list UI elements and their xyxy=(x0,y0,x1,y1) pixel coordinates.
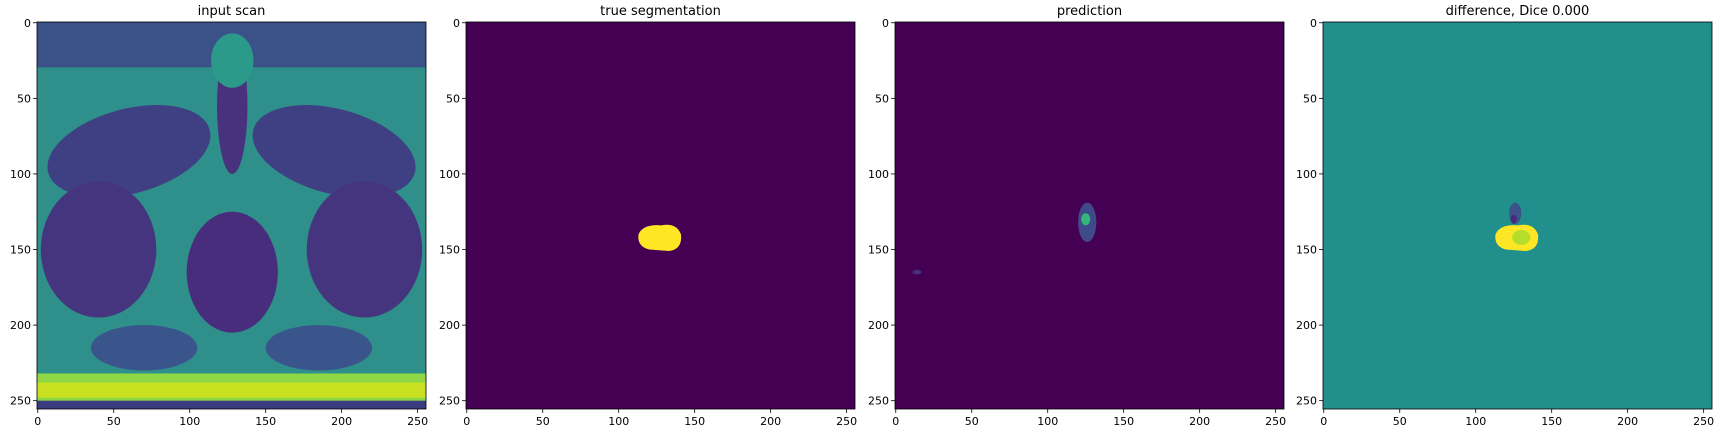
y-tick-label: 200 xyxy=(1296,319,1317,332)
x-tick-label: 0 xyxy=(34,415,41,428)
x-tick-label: 250 xyxy=(1265,415,1286,428)
y-tick-label: 50 xyxy=(446,92,460,105)
y-tick-label: 100 xyxy=(439,168,460,181)
x-tick-label: 50 xyxy=(536,415,550,428)
panel-title: true segmentation xyxy=(600,4,721,19)
x-tick-label: 150 xyxy=(1541,415,1562,428)
x-tick-label: 250 xyxy=(836,415,857,428)
panel-title: input scan xyxy=(198,4,266,19)
panel-title: prediction xyxy=(1057,4,1122,19)
x-tick-label: 150 xyxy=(255,415,276,428)
y-tick-label: 150 xyxy=(868,244,889,257)
y-tick-label: 250 xyxy=(1296,395,1317,408)
axes-frame xyxy=(1322,21,1713,410)
panel-title: difference, Dice 0.000 xyxy=(1446,4,1590,19)
y-tick-label: 0 xyxy=(453,17,460,30)
axes-frame xyxy=(465,21,856,410)
y-tick-label: 250 xyxy=(10,395,31,408)
y-tick-label: 100 xyxy=(10,168,31,181)
x-tick-label: 0 xyxy=(463,415,470,428)
x-tick-label: 150 xyxy=(684,415,705,428)
image-true-segmentation xyxy=(466,22,855,409)
x-tick-label: 200 xyxy=(1617,415,1638,428)
axes-frame xyxy=(36,21,427,410)
y-tick-label: 100 xyxy=(868,168,889,181)
x-tick-label: 50 xyxy=(965,415,979,428)
x-tick-label: 50 xyxy=(107,415,121,428)
image-input-scan xyxy=(37,22,426,409)
y-tick-label: 150 xyxy=(10,244,31,257)
x-tick-label: 100 xyxy=(179,415,200,428)
y-tick-label: 150 xyxy=(439,244,460,257)
y-tick-label: 50 xyxy=(1303,92,1317,105)
x-tick-label: 150 xyxy=(1113,415,1134,428)
x-tick-label: 250 xyxy=(1693,415,1714,428)
y-tick-label: 200 xyxy=(868,319,889,332)
x-tick-label: 0 xyxy=(892,415,899,428)
y-tick-label: 200 xyxy=(439,319,460,332)
y-tick-label: 250 xyxy=(439,395,460,408)
image-prediction xyxy=(895,22,1284,409)
x-tick-label: 0 xyxy=(1320,415,1327,428)
y-tick-label: 50 xyxy=(17,92,31,105)
y-tick-label: 0 xyxy=(24,17,31,30)
axes-frame xyxy=(894,21,1285,410)
y-tick-label: 50 xyxy=(875,92,889,105)
x-tick-label: 250 xyxy=(407,415,428,428)
y-tick-label: 250 xyxy=(868,395,889,408)
x-tick-label: 50 xyxy=(1393,415,1407,428)
image-difference xyxy=(1323,22,1712,409)
x-tick-label: 100 xyxy=(1037,415,1058,428)
y-tick-label: 100 xyxy=(1296,168,1317,181)
y-tick-label: 150 xyxy=(1296,244,1317,257)
y-tick-label: 0 xyxy=(1310,17,1317,30)
y-tick-label: 0 xyxy=(882,17,889,30)
x-tick-label: 100 xyxy=(1465,415,1486,428)
x-tick-label: 100 xyxy=(608,415,629,428)
x-tick-label: 200 xyxy=(760,415,781,428)
x-tick-label: 200 xyxy=(331,415,352,428)
y-tick-label: 200 xyxy=(10,319,31,332)
x-tick-label: 200 xyxy=(1189,415,1210,428)
